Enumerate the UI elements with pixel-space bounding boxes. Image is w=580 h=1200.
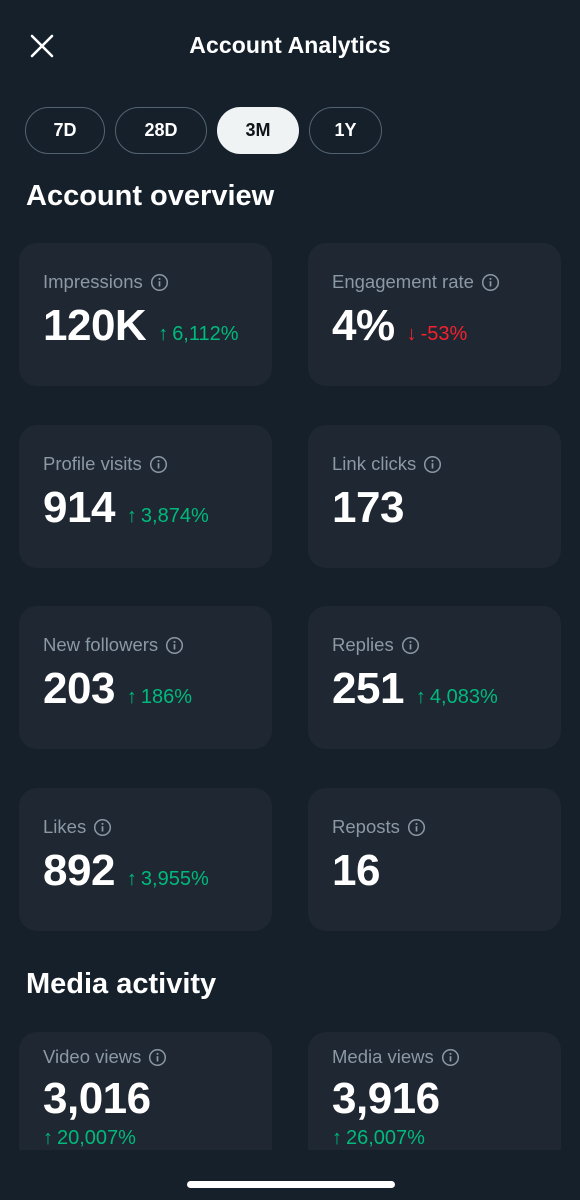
stat-value: 16 xyxy=(332,846,380,895)
arrow-up-icon: ↑ xyxy=(158,323,169,345)
range-7d-button[interactable]: 7D xyxy=(25,107,105,154)
arrow-up-icon: ↑ xyxy=(332,1127,342,1149)
info-icon[interactable] xyxy=(149,455,168,474)
stat-change: ↑ 20,007% xyxy=(43,1127,136,1150)
range-28d-button[interactable]: 28D xyxy=(115,107,207,154)
stat-card-video-views[interactable]: Video views 3,016 ↑ 20,007% xyxy=(19,1032,272,1167)
info-icon[interactable] xyxy=(93,818,112,837)
arrow-up-icon: ↑ xyxy=(415,686,426,708)
stat-card-replies[interactable]: Replies 251 ↑ 4,083% xyxy=(308,606,561,749)
stat-label: Media views xyxy=(332,1046,434,1067)
stat-change: ↑ 6,112% xyxy=(158,323,238,346)
stat-label: Profile visits xyxy=(43,453,142,474)
stat-change: ↑ 26,007% xyxy=(332,1127,425,1150)
top-bar: Account Analytics xyxy=(0,0,580,96)
info-icon[interactable] xyxy=(481,273,500,292)
range-1y-button[interactable]: 1Y xyxy=(309,107,382,154)
stat-card-engagement-rate[interactable]: Engagement rate 4% ↓ -53% xyxy=(308,243,561,386)
info-icon[interactable] xyxy=(165,636,184,655)
stat-change: ↑ 3,874% xyxy=(127,505,209,528)
stat-card-new-followers[interactable]: New followers 203 ↑ 186% xyxy=(19,606,272,749)
stat-label: Reposts xyxy=(332,816,400,837)
stat-value: 3,916 xyxy=(332,1074,440,1123)
stat-label: Video views xyxy=(43,1046,142,1067)
stat-value: 3,016 xyxy=(43,1074,151,1123)
stat-label: Engagement rate xyxy=(332,271,474,292)
change-text: 3,874% xyxy=(140,505,209,527)
close-button[interactable] xyxy=(24,28,60,64)
stat-label: Impressions xyxy=(43,271,143,292)
section-title-overview: Account overview xyxy=(26,180,275,212)
info-icon[interactable] xyxy=(423,455,442,474)
change-text: 6,112% xyxy=(172,323,239,345)
stat-change: ↑ 3,955% xyxy=(127,868,209,891)
stat-change: ↑ 186% xyxy=(127,686,192,709)
stat-label: New followers xyxy=(43,634,159,655)
info-icon[interactable] xyxy=(407,818,426,837)
section-title-media: Media activity xyxy=(26,968,217,1000)
stat-value: 914 xyxy=(43,483,115,532)
info-icon[interactable] xyxy=(441,1048,460,1067)
close-icon xyxy=(30,34,54,58)
stat-change: ↓ -53% xyxy=(407,323,468,346)
time-range-selector: 7D 28D 3M 1Y xyxy=(25,107,382,154)
arrow-up-icon: ↑ xyxy=(126,868,137,890)
stat-value: 251 xyxy=(332,664,404,713)
stat-label: Replies xyxy=(332,634,394,655)
stat-card-reposts[interactable]: Reposts 16 xyxy=(308,788,561,931)
stat-label: Link clicks xyxy=(332,453,417,474)
stat-change: ↑ 4,083% xyxy=(416,686,498,709)
stat-label: Likes xyxy=(43,816,87,837)
home-indicator[interactable] xyxy=(187,1181,395,1188)
bottom-bar xyxy=(0,1150,580,1200)
page-title: Account Analytics xyxy=(189,32,391,58)
stat-card-impressions[interactable]: Impressions 120K ↑ 6,112% xyxy=(19,243,272,386)
stat-value: 120K xyxy=(43,301,147,350)
stat-card-link-clicks[interactable]: Link clicks 173 xyxy=(308,425,561,568)
stat-card-media-views[interactable]: Media views 3,916 ↑ 26,007% xyxy=(308,1032,561,1167)
stat-card-profile-visits[interactable]: Profile visits 914 ↑ 3,874% xyxy=(19,425,272,568)
arrow-down-icon: ↓ xyxy=(406,323,417,345)
arrow-up-icon: ↑ xyxy=(126,686,137,708)
info-icon[interactable] xyxy=(148,1048,167,1067)
change-text: 20,007% xyxy=(57,1127,136,1149)
range-3m-button[interactable]: 3M xyxy=(217,107,299,154)
arrow-up-icon: ↑ xyxy=(43,1127,53,1149)
stat-value: 173 xyxy=(332,483,404,532)
stat-card-likes[interactable]: Likes 892 ↑ 3,955% xyxy=(19,788,272,931)
info-icon[interactable] xyxy=(401,636,420,655)
change-text: 26,007% xyxy=(346,1127,425,1149)
stat-value: 892 xyxy=(43,846,115,895)
change-text: 186% xyxy=(140,686,193,708)
change-text: 4,083% xyxy=(429,686,498,708)
change-text: 3,955% xyxy=(140,868,209,890)
change-text: -53% xyxy=(420,323,468,345)
stat-value: 203 xyxy=(43,664,115,713)
stat-value: 4% xyxy=(332,301,395,350)
arrow-up-icon: ↑ xyxy=(126,505,137,527)
info-icon[interactable] xyxy=(150,273,169,292)
